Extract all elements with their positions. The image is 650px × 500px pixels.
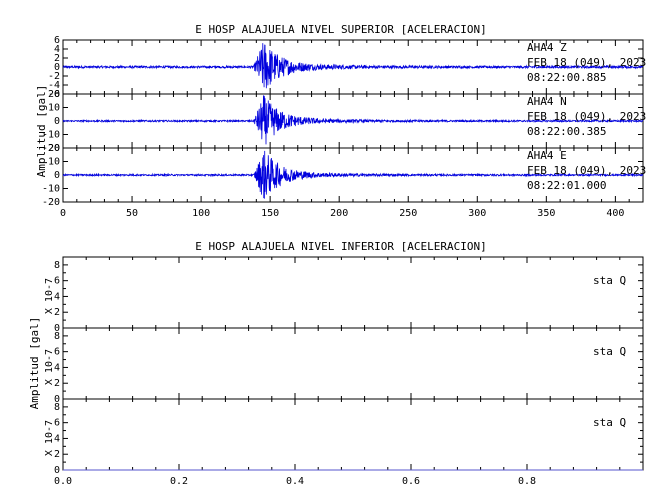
date-label: FEB 18 (049), 2023 <box>527 56 646 69</box>
waveform-e <box>62 150 644 199</box>
y-tick-label: 0 <box>54 323 60 334</box>
y-tick-label: 8 <box>54 331 60 342</box>
date-label: FEB 18 (049), 2023 <box>527 164 646 177</box>
time-label: 08:22:01.000 <box>527 179 606 192</box>
time-label: 08:22:00.385 <box>527 125 606 138</box>
station-component-label: AHA4 E <box>527 149 567 162</box>
y-tick-label: 2 <box>54 53 60 64</box>
y-tick-label: 0 <box>54 465 60 476</box>
y-tick-label: 0 <box>54 62 60 73</box>
y-tick-label: 10 <box>48 157 60 168</box>
y-tick-label: 2 <box>54 378 60 389</box>
x-tick-label: 0 <box>60 208 66 219</box>
y-tick-label: -2 <box>48 71 60 82</box>
lower-ylabel: Amplitud [gal] <box>28 317 41 410</box>
x-tick-label: 400 <box>606 208 624 219</box>
y-tick-label: 20 <box>48 143 60 154</box>
y-tick-label: 8 <box>54 260 60 271</box>
x-tick-label: 250 <box>399 208 417 219</box>
station-component-label: sta Q <box>593 416 626 429</box>
panel-frame <box>62 398 644 471</box>
station-component-label: AHA4 Z <box>527 41 567 54</box>
y-tick-label: -10 <box>42 184 60 195</box>
y-tick-label: 2 <box>54 449 60 460</box>
x-tick-label: 350 <box>537 208 555 219</box>
panel-frame <box>62 327 644 400</box>
y-tick-label: 10 <box>48 103 60 114</box>
upper-x-axis: 0 50 100 150 200 250 300 350 400 <box>60 208 624 219</box>
lower-chart-title: E HOSP ALAJUELA NIVEL INFERIOR [ACELERAC… <box>195 240 486 253</box>
y-tick-label: -20 <box>42 197 60 208</box>
scale-label: X 10-7 <box>44 349 55 385</box>
lower-panel-3: 8 6 4 2 0 X 10-7 sta Q <box>44 398 644 476</box>
x-tick-label: 200 <box>330 208 348 219</box>
upper-panel-n: 20 10 0 -10 -20 AHA4 N FEB 18 (049), 2023 08:22… <box>42 89 646 154</box>
date-label: FEB 18 (049), 2023 <box>527 110 646 123</box>
y-tick-label: 4 <box>54 291 60 302</box>
x-tick-label: 50 <box>126 208 138 219</box>
x-tick-label: 0.2 <box>170 476 188 487</box>
y-tick-label: -6 <box>48 89 60 100</box>
panel-frame <box>62 256 644 329</box>
y-tick-label: 6 <box>54 418 60 429</box>
y-tick-label: 6 <box>54 35 60 46</box>
y-tick-label: 0 <box>54 394 60 405</box>
y-tick-label: 4 <box>54 362 60 373</box>
scale-label: X 10-7 <box>44 420 55 456</box>
station-component-label: AHA4 N <box>527 95 567 108</box>
y-tick-label: -20 <box>42 143 60 154</box>
x-tick-label: 300 <box>468 208 486 219</box>
station-component-label: sta Q <box>593 274 626 287</box>
waveform-n <box>62 95 644 145</box>
time-label: 08:22:00.885 <box>527 71 606 84</box>
x-tick-label: 0.6 <box>402 476 420 487</box>
lower-panel-2: 8 6 4 2 0 X 10-7 sta Q <box>44 327 644 405</box>
upper-chart-title: E HOSP ALAJUELA NIVEL SUPERIOR [ACELERAC… <box>195 23 486 36</box>
x-tick-label: 150 <box>261 208 279 219</box>
y-tick-label: 0 <box>54 170 60 181</box>
y-tick-label: 2 <box>54 307 60 318</box>
y-tick-label: -10 <box>42 130 60 141</box>
station-component-label: sta Q <box>593 345 626 358</box>
y-tick-label: 6 <box>54 347 60 358</box>
y-tick-label: 0 <box>54 116 60 127</box>
x-tick-label: 0.8 <box>518 476 536 487</box>
upper-ylabel: Amplitud [gal] <box>35 85 48 178</box>
x-tick-label: 0.0 <box>54 476 72 487</box>
upper-panel-e: 20 10 0 -10 -20 AHA4 E FEB 18 (049), 2023 08:22… <box>42 143 646 208</box>
x-tick-label: 0.4 <box>286 476 304 487</box>
lower-x-axis: 0.0 0.2 0.4 0.6 0.8 <box>54 476 536 487</box>
x-tick-label: 100 <box>192 208 210 219</box>
y-tick-label: -4 <box>48 80 60 91</box>
scale-label: X 10-7 <box>44 278 55 314</box>
lower-panel-1: 8 6 4 2 0 X 10-7 sta Q <box>44 256 644 334</box>
y-tick-label: 20 <box>48 89 60 100</box>
y-tick-label: 6 <box>54 276 60 287</box>
y-tick-label: 4 <box>54 433 60 444</box>
y-tick-label: 8 <box>54 402 60 413</box>
lower-panels: 8 6 4 2 0 X 10-7 sta Q 8 6 4 2 0 X 10-7 sta Q 8 6 4 2 0 X 1… <box>44 256 644 476</box>
y-tick-label: 4 <box>54 44 60 55</box>
waveform-z <box>62 43 644 89</box>
